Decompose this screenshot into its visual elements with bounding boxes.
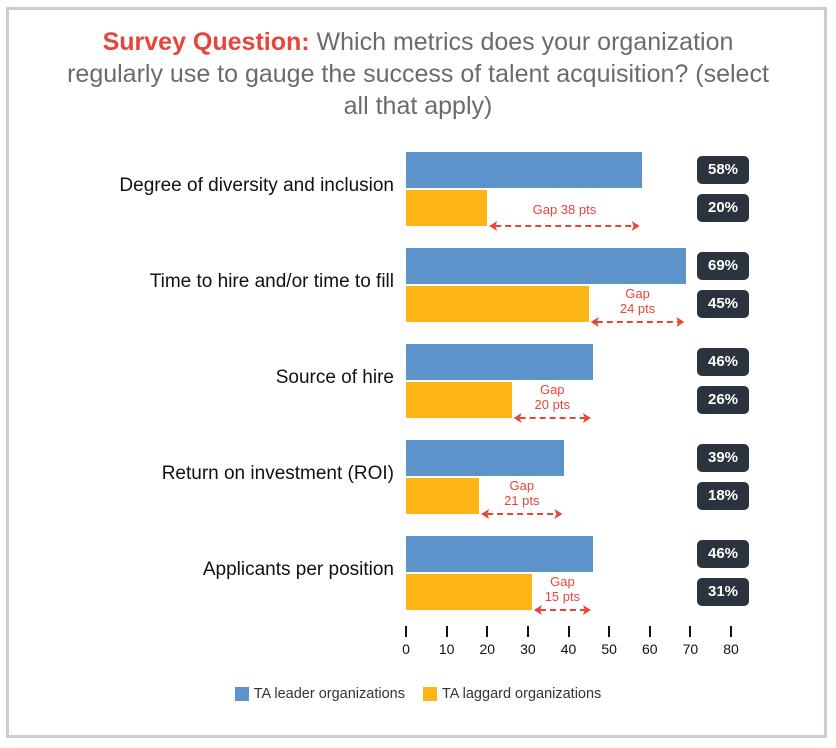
gap-annotation: Gap 24 pts — [588, 286, 688, 316]
category-label: Degree of diversity and inclusion — [119, 175, 394, 196]
value-badge-laggard: 45% — [697, 290, 749, 318]
title-line-2: regularly use to gauge the success of ta… — [67, 60, 769, 88]
legend-item-leader: TA leader organizations — [234, 686, 405, 702]
gap-annotation-line-1: Gap — [509, 478, 535, 493]
legend-swatch-leader — [234, 687, 249, 701]
gap-annotation-line-2: 15 pts — [544, 589, 581, 604]
arrowhead-right-icon — [554, 509, 563, 519]
gap-annotation-line-2: 21 pts — [504, 493, 540, 508]
x-tick-label: 70 — [682, 641, 699, 657]
bar-laggard — [406, 286, 589, 322]
x-tick-label: 20 — [479, 641, 496, 657]
x-tick — [689, 626, 692, 637]
bar-laggard — [406, 190, 488, 226]
x-tick-label: 10 — [438, 641, 455, 657]
value-badge-laggard: 31% — [697, 578, 749, 606]
value-badge-laggard: 20% — [697, 194, 749, 222]
x-tick — [486, 626, 489, 637]
gap-annotation-line-2: 20 pts — [534, 397, 570, 412]
legend-swatch-laggard — [422, 687, 437, 701]
arrowhead-left-icon — [481, 509, 490, 519]
x-tick-label: 60 — [641, 641, 658, 657]
bar-laggard — [406, 574, 532, 610]
bar-leader — [406, 248, 687, 284]
gap-annotation-line-1: Gap — [550, 574, 575, 589]
category-label: Source of hire — [275, 367, 394, 388]
bar-leader — [406, 344, 593, 380]
legend-label-laggard: TA laggard organizations — [441, 686, 602, 702]
x-tick — [445, 626, 448, 637]
gap-annotation-line-2: 24 pts — [619, 301, 656, 316]
arrowhead-left-icon — [533, 605, 542, 615]
x-tick-label: 50 — [601, 641, 617, 657]
gap-annotation: Gap 38 pts — [514, 202, 614, 217]
arrowhead-right-icon — [582, 413, 591, 423]
gap-annotation-line-1: Gap — [539, 382, 565, 397]
gap-annotation: Gap 21 pts — [472, 478, 572, 508]
title-line-3: all that apply) — [343, 92, 493, 120]
value-badge-laggard: 26% — [697, 386, 749, 414]
title-line-1: Which metrics does your organization — [309, 28, 734, 56]
value-badge-leader: 39% — [697, 444, 749, 472]
arrowhead-right-icon — [676, 317, 685, 327]
bar-laggard — [406, 382, 512, 418]
arrowhead-left-icon — [590, 317, 599, 327]
legend-item-laggard: TA laggard organizations — [422, 686, 602, 702]
category-label: Return on investment (ROI) — [161, 463, 394, 484]
arrowhead-left-icon — [513, 413, 522, 423]
x-tick-label: 0 — [402, 641, 410, 657]
x-tick — [405, 626, 407, 637]
value-badge-leader: 69% — [697, 252, 749, 280]
arrowhead-right-icon — [582, 605, 591, 615]
title-lead: Survey Question: — [102, 28, 310, 56]
arrowhead-left-icon — [489, 221, 498, 231]
x-tick-label: 30 — [520, 641, 536, 657]
gap-annotation: Gap 20 pts — [502, 382, 602, 412]
legend-label-leader: TA leader organizations — [253, 686, 405, 702]
x-tick — [567, 626, 570, 637]
x-tick — [526, 626, 529, 637]
gap-annotation-line-1: Gap 38 pts — [532, 202, 597, 217]
category-label: Time to hire and/or time to fill — [149, 271, 394, 292]
legend: TA leader organizations TA laggard organ… — [0, 686, 836, 702]
gap-annotation-line-1: Gap — [625, 286, 650, 301]
x-tick-label: 80 — [723, 641, 739, 657]
x-tick-label: 40 — [560, 641, 577, 657]
value-badge-leader: 46% — [697, 348, 749, 376]
x-tick — [648, 626, 651, 637]
gap-annotation: Gap 15 pts — [512, 574, 612, 604]
x-tick — [730, 626, 732, 637]
value-badge-laggard: 18% — [697, 482, 749, 510]
bar-laggard — [406, 478, 480, 514]
arrowhead-right-icon — [631, 221, 640, 231]
value-badge-leader: 58% — [697, 156, 749, 184]
bar-leader — [406, 152, 642, 188]
bar-leader — [406, 440, 565, 476]
chart-title: Survey Question: Which metrics does your… — [0, 26, 836, 122]
value-badge-leader: 46% — [697, 540, 749, 568]
bar-leader — [406, 536, 593, 572]
x-tick — [608, 626, 611, 637]
category-label: Applicants per position — [202, 559, 394, 580]
